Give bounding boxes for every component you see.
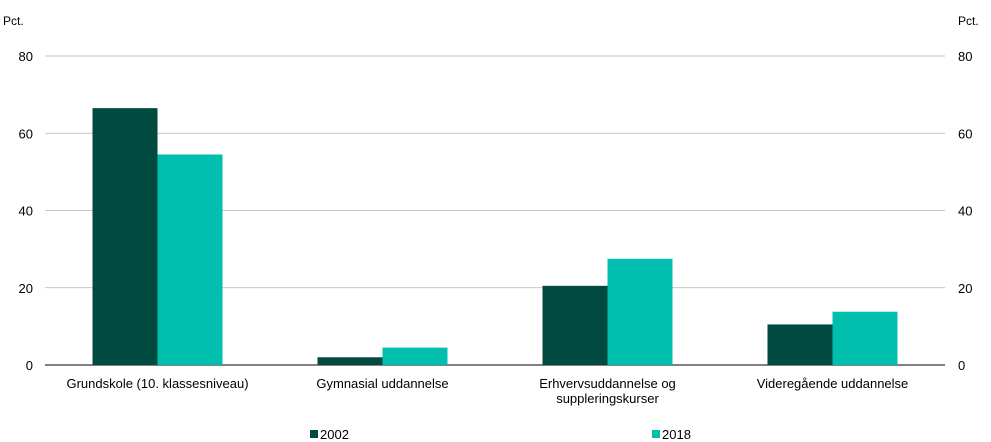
y-tick-label-left: 0 (26, 358, 33, 373)
bar-2002-3 (542, 285, 608, 365)
bar-2018-2 (382, 347, 448, 365)
bar-2018-3 (607, 258, 673, 365)
category-label: Videregående uddannelse (757, 376, 909, 391)
y-tick-label-right: 60 (958, 126, 972, 141)
y-axis-unit-left: Pct. (3, 14, 24, 28)
category-label: suppleringskurser (556, 391, 659, 406)
y-tick-label-left: 20 (19, 281, 33, 296)
bar-2018-1 (157, 154, 223, 365)
y-tick-label-left: 60 (19, 126, 33, 141)
legend-label-2018: 2018 (662, 427, 691, 442)
legend-swatch-2018 (652, 430, 660, 438)
bar-2002-4 (767, 324, 833, 365)
bar-2002-1 (92, 108, 158, 366)
y-tick-label-left: 40 (19, 204, 33, 219)
y-tick-label-right: 20 (958, 281, 972, 296)
category-label: Grundskole (10. klassesniveau) (66, 376, 248, 391)
y-tick-label-right: 80 (958, 49, 972, 64)
category-label: Gymnasial uddannelse (316, 376, 448, 391)
legend-label-2002: 2002 (320, 427, 349, 442)
y-axis-unit-right: Pct. (958, 14, 979, 28)
bar-2018-4 (832, 311, 898, 365)
y-tick-label-left: 80 (19, 49, 33, 64)
y-tick-label-right: 0 (958, 358, 965, 373)
legend-swatch-2002 (310, 430, 318, 438)
y-tick-label-right: 40 (958, 204, 972, 219)
category-label: Erhvervsuddannelse og (539, 376, 676, 391)
bar-2002-2 (317, 357, 383, 365)
